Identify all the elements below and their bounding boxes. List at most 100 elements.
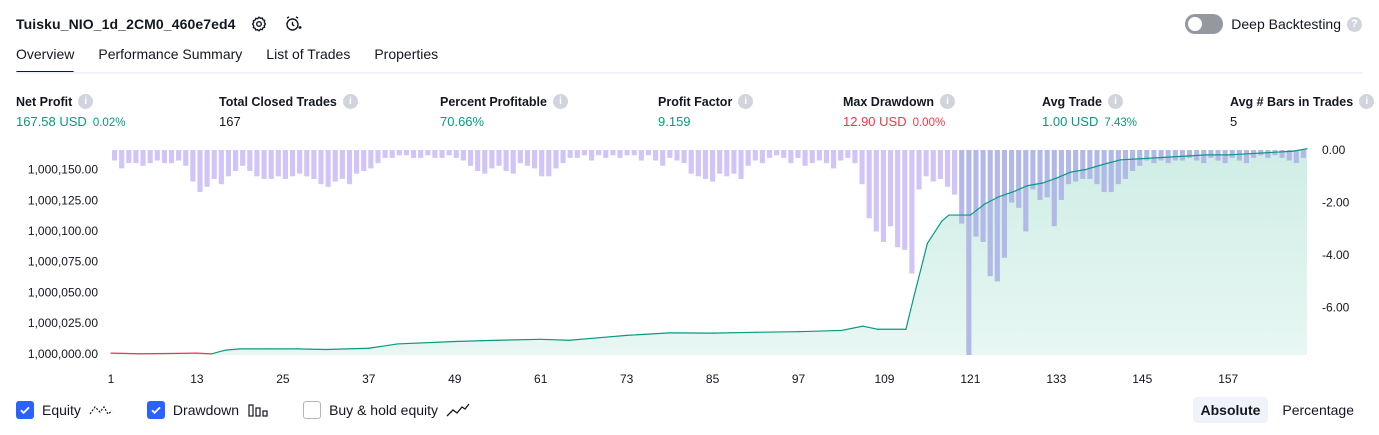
- equity-line-segment: [1227, 153, 1251, 156]
- drawdown-bar: [866, 150, 872, 219]
- drawdown-bar: [1037, 150, 1043, 200]
- info-icon[interactable]: i: [78, 94, 94, 109]
- metric-max-drawdown: Max Drawdown i 12.90 USD 0.00%: [843, 94, 955, 129]
- drawdown-bar: [674, 150, 680, 161]
- legend-equity[interactable]: Equity: [16, 401, 113, 419]
- drawdown-bar: [852, 150, 858, 164]
- drawdown-bar: [660, 150, 666, 166]
- drawdown-bar: [475, 150, 481, 172]
- tab-list-of-trades[interactable]: List of Trades: [266, 46, 351, 62]
- drawdown-bar: [1158, 150, 1164, 161]
- tab-properties[interactable]: Properties: [374, 46, 439, 62]
- drawdown-bar: [247, 150, 253, 172]
- metric-value: 167.58 USD: [16, 114, 87, 129]
- info-icon[interactable]: i: [1107, 94, 1123, 109]
- equity-line-segment: [797, 329, 843, 333]
- x-axis-label: 109: [874, 372, 894, 386]
- tab-performance-summary[interactable]: Performance Summary: [98, 46, 243, 62]
- drawdown-bar: [574, 150, 580, 158]
- drawdown-bar: [980, 150, 986, 242]
- deep-backtesting-toggle[interactable]: [1185, 14, 1224, 34]
- drawdown-bar: [1080, 150, 1086, 179]
- equity-checkbox[interactable]: [16, 401, 34, 419]
- equity-line-segment: [1120, 157, 1143, 161]
- settings-icon[interactable]: [248, 13, 270, 35]
- drawdown-bar: [254, 150, 260, 177]
- equity-line-segment: [862, 325, 878, 330]
- drawdown-bar: [1065, 150, 1072, 185]
- metric-label: Avg Trade: [1042, 94, 1102, 109]
- drawdown-bar: [1023, 150, 1029, 232]
- drawdown-bar: [610, 150, 616, 156]
- legend-buy-hold-label: Buy & hold equity: [329, 402, 439, 418]
- drawdown-bar: [802, 150, 808, 166]
- legend-buy-hold[interactable]: Buy & hold equity: [303, 401, 470, 419]
- drawdown-bar: [581, 150, 587, 156]
- equity-line-segment: [110, 352, 141, 355]
- drawdown-bar: [482, 150, 488, 174]
- equity-line-segment: [1249, 151, 1272, 155]
- buy-hold-checkbox[interactable]: [303, 401, 322, 419]
- equity-line-segment: [325, 347, 370, 351]
- info-icon[interactable]: i: [342, 94, 358, 109]
- drawdown-bar: [1130, 150, 1136, 172]
- drawdown-bar: [567, 150, 573, 158]
- drawdown-bar: [524, 150, 531, 166]
- drawdown-bar: [126, 150, 132, 164]
- drawdown-bar: [289, 150, 296, 177]
- equity-line-segment: [984, 196, 1000, 205]
- equity-area: [111, 148, 1307, 355]
- drawdown-bar: [1151, 150, 1157, 164]
- drawdown-bar: [361, 150, 367, 172]
- drawdown-axis-label: -6.00: [1322, 301, 1350, 315]
- drawdown-bar: [1265, 150, 1271, 158]
- equity-line-segment: [998, 191, 1014, 198]
- absolute-button[interactable]: Absolute: [1192, 397, 1269, 423]
- equity-line-segment: [969, 203, 986, 216]
- drawdown-bar: [952, 150, 958, 195]
- info-icon[interactable]: i: [738, 94, 754, 109]
- drawdown-bar: [1236, 150, 1242, 161]
- drawdown-bar: [959, 150, 965, 224]
- drawdown-bar: [923, 150, 929, 177]
- metric-label: Net Profit: [16, 94, 73, 109]
- drawdown-bar: [823, 150, 830, 164]
- drawdown-bar: [588, 150, 595, 161]
- drawdown-checkbox[interactable]: [146, 401, 165, 419]
- add-alert-icon[interactable]: [282, 13, 304, 35]
- legend-drawdown[interactable]: Drawdown: [146, 401, 269, 419]
- info-icon[interactable]: i: [940, 94, 955, 109]
- drawdown-bar: [432, 150, 438, 158]
- equity-line-segment: [711, 331, 757, 334]
- chart-legend: Equity Drawdown Buy & hold equity: [16, 401, 504, 419]
- drawdown-bar: [695, 150, 701, 177]
- equity-line-segment: [840, 325, 864, 332]
- drawdown-bar: [332, 150, 338, 182]
- equity-line-segment: [1141, 156, 1165, 160]
- equity-line-segment: [941, 214, 950, 222]
- x-axis-label: 133: [1046, 372, 1066, 386]
- equity-axis-label: 1,000,125.00: [28, 193, 98, 207]
- equity-drawdown-chart[interactable]: 1,000,000.00 1,000,025.00 1,000,050.00 1,00…: [0, 138, 1379, 393]
- drawdown-bar: [766, 150, 773, 158]
- help-icon[interactable]: ?: [1347, 16, 1362, 32]
- drawdown-bar: [225, 150, 232, 177]
- info-icon[interactable]: i: [552, 94, 568, 109]
- metric-label: Avg # Bars in Trades: [1230, 94, 1354, 109]
- x-axis-label: 1: [108, 372, 115, 386]
- drawdown-bar: [916, 150, 922, 190]
- drawdown-bar: [816, 150, 822, 161]
- drawdown-bar: [346, 150, 353, 185]
- equity-line-segment: [454, 339, 499, 343]
- drawdown-bar: [119, 150, 125, 169]
- equity-line-segment: [1105, 159, 1122, 165]
- drawdown-bar: [624, 150, 630, 156]
- drawdown-bar: [1208, 150, 1214, 158]
- percentage-button[interactable]: Percentage: [1282, 402, 1354, 418]
- info-icon[interactable]: i: [1359, 94, 1375, 109]
- x-axis-label: 97: [792, 372, 806, 386]
- drawdown-bar: [282, 150, 288, 179]
- drawdown-bar: [795, 150, 801, 158]
- tab-overview[interactable]: Overview: [16, 46, 75, 74]
- x-axis-label: 61: [534, 372, 548, 386]
